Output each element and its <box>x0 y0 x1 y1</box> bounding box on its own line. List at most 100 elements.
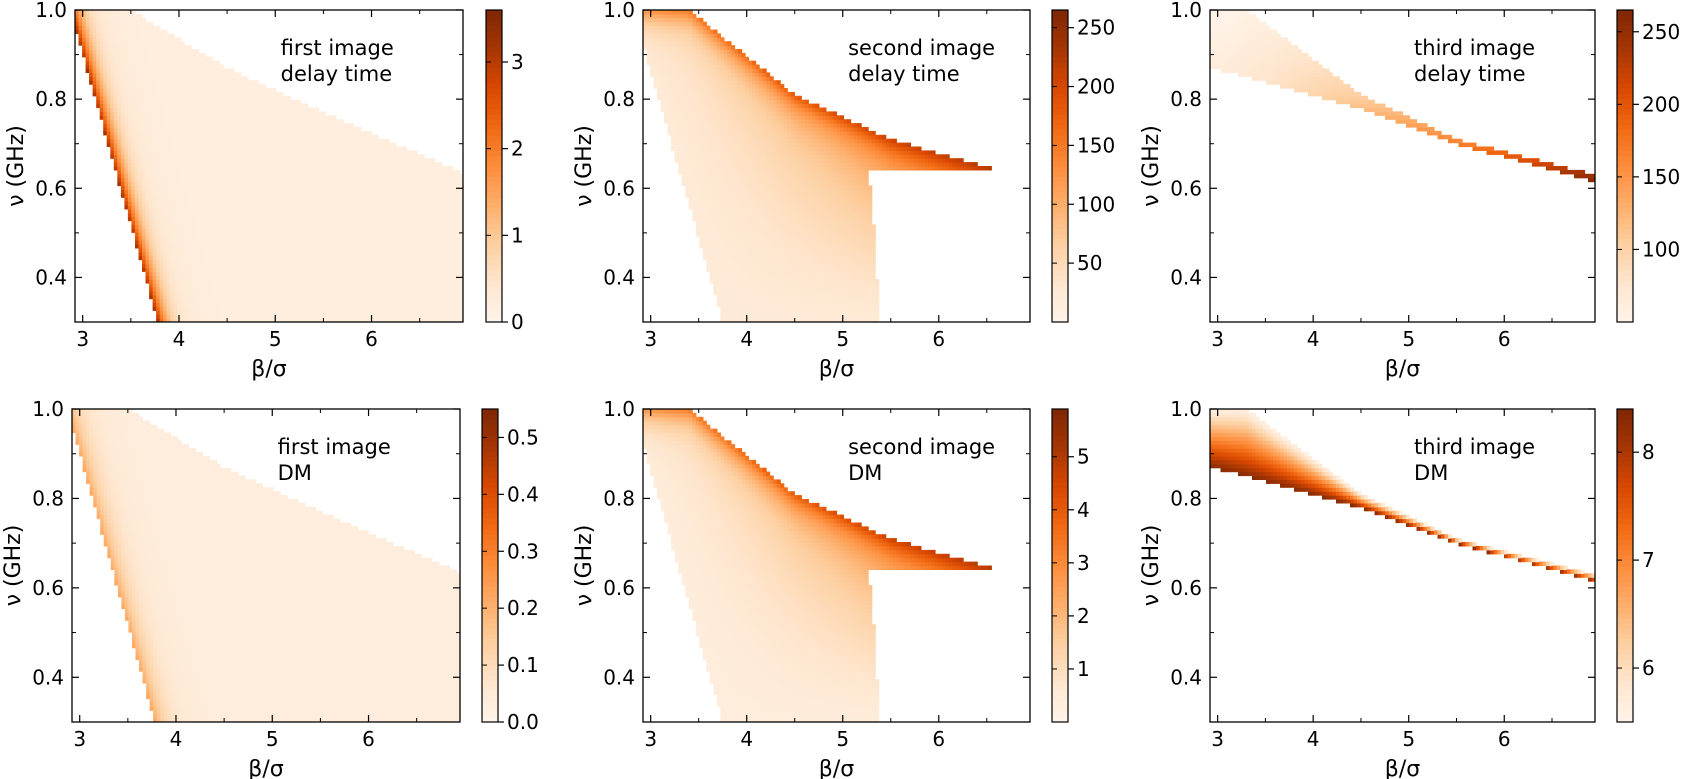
heatmap-cell <box>163 158 168 163</box>
heatmap-cell <box>145 154 150 159</box>
heatmap-cell <box>166 247 171 253</box>
heatmap-cell <box>177 64 182 70</box>
heatmap-cell <box>226 232 231 237</box>
heatmap-cell <box>223 166 228 171</box>
heatmap-cell <box>120 49 125 54</box>
heatmap-cell <box>138 95 143 101</box>
heatmap-cell <box>166 193 171 198</box>
heatmap-cell <box>92 64 97 70</box>
heatmap-cell <box>339 181 344 187</box>
heatmap-cell <box>205 197 210 202</box>
heatmap-cell <box>156 123 161 128</box>
heatmap-cell <box>198 177 203 183</box>
heatmap-cell <box>92 29 97 34</box>
heatmap-cell <box>152 146 157 151</box>
heatmap-cell <box>170 271 175 276</box>
heatmap-cell <box>297 224 302 229</box>
heatmap-cell <box>360 158 365 163</box>
heatmap-cell <box>152 244 157 249</box>
heatmap-cell <box>332 169 337 175</box>
heatmap-cell <box>314 302 319 307</box>
heatmap-cell <box>191 298 196 304</box>
heatmap-cell <box>131 177 136 183</box>
heatmap-cell <box>209 95 214 101</box>
heatmap-cell <box>353 201 358 206</box>
heatmap-cell <box>350 236 355 241</box>
heatmap-cell <box>244 80 249 85</box>
heatmap-cell <box>142 49 147 54</box>
heatmap-cell <box>131 127 136 132</box>
heatmap-cell <box>138 60 143 66</box>
heatmap-cell <box>226 150 231 155</box>
heatmap-cell <box>258 95 263 101</box>
heatmap-cell <box>297 247 302 253</box>
heatmap-cell <box>360 154 365 159</box>
heatmap-cell <box>230 290 235 296</box>
heatmap-cell <box>276 185 281 190</box>
heatmap-cell <box>205 177 210 183</box>
heatmap-cell <box>124 197 129 202</box>
heatmap-cell <box>272 177 277 183</box>
heatmap-cell <box>216 181 221 187</box>
heatmap-cell <box>152 298 157 304</box>
heatmap-cell <box>226 244 231 249</box>
heatmap-cell <box>244 123 249 128</box>
heatmap-cell <box>106 52 111 58</box>
heatmap-cell <box>371 255 376 261</box>
heatmap-cell <box>191 193 196 198</box>
heatmap-cell <box>177 142 182 148</box>
heatmap-cell <box>198 138 203 144</box>
heatmap-cell <box>332 162 337 167</box>
heatmap-cell <box>353 181 358 187</box>
heatmap-cell <box>152 134 157 140</box>
heatmap-cell <box>321 255 326 261</box>
heatmap-cell <box>346 123 351 128</box>
heatmap-cell <box>156 244 161 249</box>
heatmap-cell <box>318 154 323 159</box>
heatmap-cell <box>254 240 259 245</box>
heatmap-cell <box>205 244 210 249</box>
heatmap-cell <box>163 189 168 194</box>
heatmap-cell <box>279 181 284 187</box>
heatmap-cell <box>145 80 150 85</box>
heatmap-cell <box>216 290 221 296</box>
heatmap-cell <box>92 25 97 31</box>
heatmap-cell <box>300 162 305 167</box>
heatmap-cell <box>350 224 355 229</box>
heatmap-cell <box>152 138 157 144</box>
heatmap-cell <box>180 123 185 128</box>
heatmap-cell <box>240 259 245 265</box>
heatmap-cell <box>226 283 231 288</box>
heatmap-cell <box>135 142 140 148</box>
heatmap-cell <box>205 181 210 187</box>
heatmap-cell <box>364 158 369 163</box>
heatmap-cell <box>110 91 115 97</box>
heatmap-cell <box>194 271 199 276</box>
heatmap-cell <box>300 189 305 194</box>
heatmap-cell <box>244 298 249 304</box>
heatmap-cell <box>378 298 383 304</box>
heatmap-cell <box>177 232 182 237</box>
heatmap-cell <box>388 185 393 190</box>
heatmap-cell <box>142 162 147 167</box>
heatmap-cell <box>374 154 379 159</box>
heatmap-cell <box>307 298 312 304</box>
heatmap-cell <box>254 154 259 159</box>
heatmap-cell <box>371 169 376 175</box>
heatmap-cell <box>191 177 196 183</box>
heatmap-cell <box>343 181 348 187</box>
heatmap-cell <box>142 212 147 218</box>
heatmap-cell <box>353 294 358 300</box>
heatmap-cell <box>388 240 393 245</box>
heatmap-cell <box>142 259 147 265</box>
heatmap-cell <box>318 115 323 120</box>
heatmap-cell <box>209 294 214 300</box>
heatmap-cell <box>120 91 125 97</box>
heatmap-cell <box>360 240 365 245</box>
heatmap-cell <box>99 49 104 54</box>
heatmap-cell <box>219 216 224 222</box>
heatmap-cell <box>325 247 330 253</box>
heatmap-cell <box>127 205 132 210</box>
heatmap-cell <box>205 220 210 226</box>
heatmap-cell <box>311 228 316 233</box>
